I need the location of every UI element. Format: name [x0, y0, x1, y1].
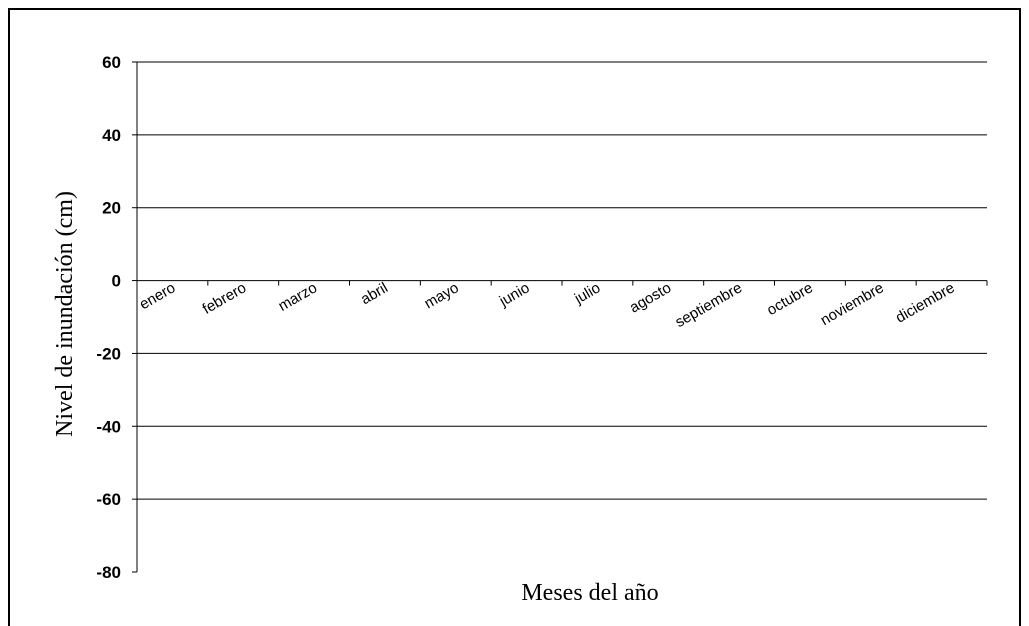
x-axis-title: Meses del año: [521, 580, 658, 606]
y-tick-label: -20: [96, 344, 121, 363]
category-labels: enero febrero marzo abril mayo junio julio agos…: [137, 279, 958, 331]
x-category-label: noviembre: [818, 279, 887, 329]
x-category-label: agosto: [627, 279, 675, 316]
y-tick-label: -60: [96, 490, 121, 509]
y-ticks: 60 40 20 0 -20 -40 -60 -80: [96, 53, 137, 582]
x-category-label: febrero: [200, 279, 250, 317]
y-tick-label: 0: [112, 272, 121, 291]
x-category-label: enero: [137, 279, 179, 313]
y-axis-title: Nivel de inundación (cm): [52, 191, 78, 437]
y-tick-label: 20: [102, 199, 121, 218]
y-tick-label: -80: [96, 563, 121, 582]
y-tick-label: -40: [96, 417, 121, 436]
x-category-label: mayo: [421, 279, 461, 312]
x-category-label: septiembre: [672, 279, 745, 331]
x-category-label: marzo: [275, 279, 320, 315]
x-category-label: julio: [571, 279, 603, 308]
x-ticks: [136, 280, 988, 286]
y-tick-label: 60: [102, 53, 121, 72]
x-category-label: junio: [496, 279, 533, 310]
x-category-label: abril: [358, 279, 391, 308]
gridlines: [137, 61, 987, 500]
y-tick-label: 40: [102, 126, 121, 145]
x-category-label: octubre: [764, 279, 816, 319]
axes: [136, 62, 987, 572]
x-category-label: diciembre: [893, 279, 958, 326]
chart-frame: [8, 8, 1021, 626]
